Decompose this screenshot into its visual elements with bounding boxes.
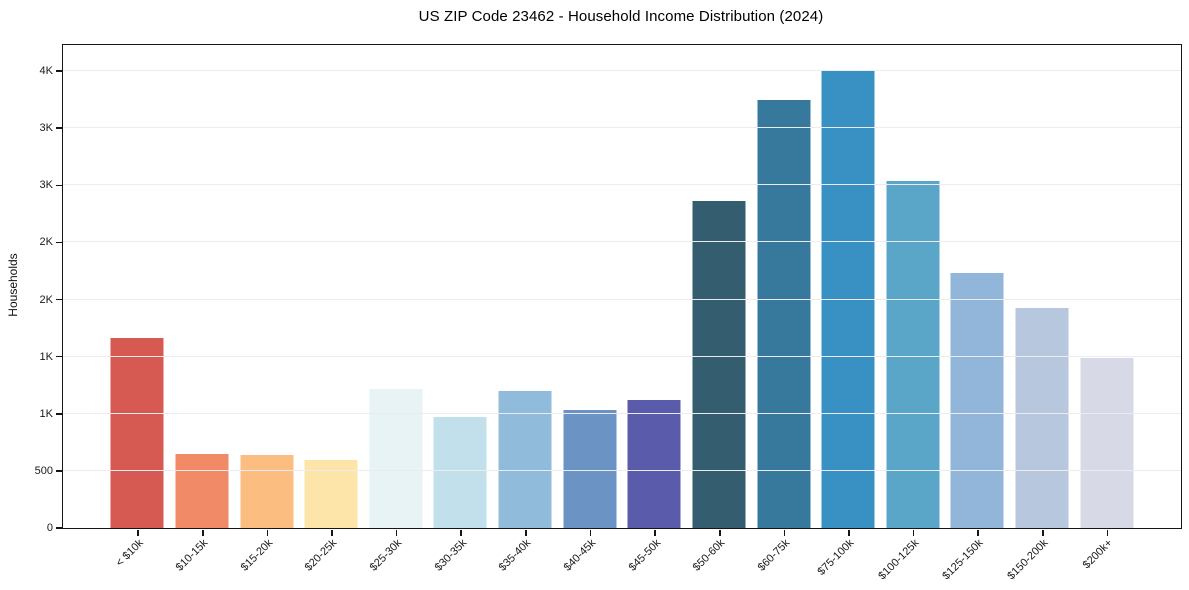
x-tick-label: $75-100k	[815, 537, 857, 578]
bar-15-20k	[240, 454, 294, 528]
y-tick-mark	[56, 527, 62, 529]
y-tick-label: 3K	[39, 179, 53, 192]
x-tick-mark	[460, 530, 463, 536]
bar-50-60k	[692, 201, 746, 528]
gridline-2500	[63, 241, 1181, 243]
bar-150-200k	[1015, 307, 1069, 528]
x-tick-label: $25-30k	[367, 537, 405, 574]
plot-area: < $10k $10-15k $15-20k $20-25k $25-30k $30-35…	[35, 44, 1182, 582]
y-tick-label: 3K	[39, 122, 53, 135]
x-tick-label: $50-60k	[690, 537, 728, 574]
y-tick-mark	[56, 412, 62, 415]
x-tick-mark	[137, 530, 139, 536]
y-tick-label: 2K	[39, 293, 53, 306]
x-tick-label: $150-200k	[1005, 537, 1051, 583]
y-tick-mark	[56, 70, 62, 72]
bar-slot-14: $125-150k	[941, 45, 1010, 582]
bar-slot-5: $25-30k	[364, 45, 429, 574]
y-tick-mark	[56, 127, 62, 129]
x-tick-mark	[848, 530, 850, 536]
bar-slot-11: $60-75k	[751, 45, 816, 574]
y-tick-label: 500	[34, 464, 53, 477]
chart-title: US ZIP Code 23462 - Household Income Dis…	[418, 8, 824, 25]
x-tick-label: $200k+	[1080, 537, 1116, 572]
bar-60-75k	[757, 99, 811, 528]
x-tick-mark	[395, 530, 398, 536]
y-tick-mark	[56, 298, 62, 301]
x-tick-mark	[201, 530, 204, 536]
bar-100-125k	[886, 180, 940, 528]
bar-slot-16: $200k+	[1074, 45, 1139, 571]
x-tick-mark	[525, 530, 527, 536]
bar-slot-8: $40-45k	[557, 45, 622, 574]
x-tick-label: $30-35k	[432, 537, 469, 574]
x-tick-label: < $10k	[113, 537, 146, 570]
x-tick-mark	[1106, 530, 1109, 536]
gridline-1500	[63, 355, 1181, 357]
bar-slot-6: $30-35k	[428, 45, 493, 574]
y-tick-mark	[56, 355, 62, 358]
x-tick-mark	[1042, 530, 1044, 536]
bar-slot-1: < $10k	[105, 45, 170, 569]
gridline-1000	[63, 412, 1181, 414]
x-tick-mark	[783, 530, 786, 536]
x-tick-label: $60-75k	[755, 537, 793, 574]
y-tick-label: 4K	[39, 65, 53, 78]
bar-slot-13: $100-125k	[876, 45, 946, 582]
x-tick-label: $35-40k	[496, 537, 534, 574]
x-tick-label: $125-150k	[940, 537, 986, 583]
gridline-500	[63, 469, 1181, 471]
bar-slot-7: $35-40k	[493, 45, 558, 574]
x-tick-mark	[977, 530, 980, 536]
x-tick-mark	[331, 530, 333, 536]
y-tick-label: 0	[46, 522, 53, 534]
bars-row: < $10k $10-15k $15-20k $20-25k $25-30k $30-35…	[63, 45, 1181, 582]
x-tick-mark	[718, 530, 721, 536]
bar-slot-9: $45-50k	[622, 45, 687, 574]
bar-30-35k	[433, 417, 487, 528]
bar-125-150k	[950, 273, 1004, 528]
gridline-3500	[63, 127, 1181, 129]
x-tick-mark	[654, 530, 656, 536]
bar-40-45k	[563, 410, 617, 528]
x-tick-mark	[266, 530, 269, 536]
bar-slot-15: $150-200k	[1005, 45, 1075, 582]
y-tick-mark	[56, 470, 62, 472]
gridline-3000	[63, 184, 1181, 186]
gridline-4000	[63, 70, 1181, 72]
x-tick-label: $45-50k	[626, 537, 663, 574]
gridline-2000	[63, 298, 1181, 300]
y-tick-label: 2K	[39, 236, 53, 249]
x-tick-label: $20-25k	[303, 537, 340, 574]
bar-10-15k	[175, 453, 229, 528]
x-tick-label: $10-15k	[173, 537, 211, 574]
y-axis-label: Households	[6, 253, 20, 317]
bar-45-50k	[627, 400, 681, 528]
x-tick-label: $100-125k	[876, 537, 922, 583]
bar-slot-12: $75-100k	[816, 45, 881, 578]
bar-10k	[110, 338, 164, 528]
x-tick-label: $40-45k	[561, 537, 599, 574]
y-tick-mark	[56, 184, 62, 187]
x-tick-mark	[589, 530, 592, 536]
bar-35-40k	[498, 390, 552, 528]
bar-25-30k	[369, 388, 423, 528]
y-tick-label: 1K	[39, 407, 53, 420]
x-tick-mark	[912, 530, 915, 536]
x-tick-label: $15-20k	[238, 537, 276, 574]
y-tick-mark	[56, 241, 62, 244]
bar-slot-3: $15-20k	[234, 45, 299, 574]
bar-slot-4: $20-25k	[299, 45, 364, 574]
y-tick-label: 1K	[39, 350, 53, 363]
bar-20-25k	[304, 459, 358, 528]
bar-200k	[1080, 357, 1134, 528]
bar-slot-2: $10-15k	[170, 45, 235, 574]
bar-slot-10: $50-60k	[687, 45, 752, 574]
